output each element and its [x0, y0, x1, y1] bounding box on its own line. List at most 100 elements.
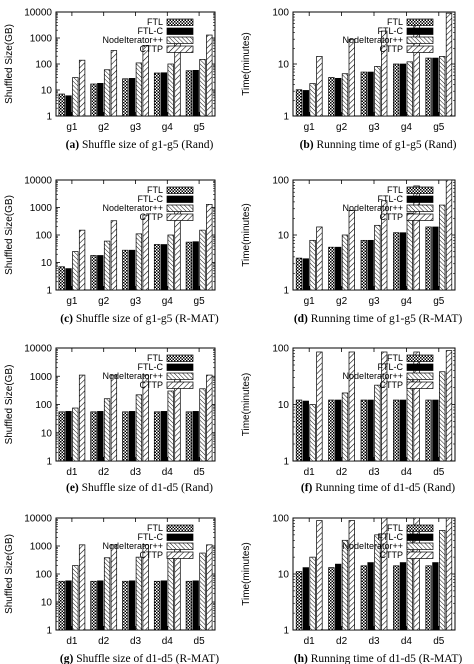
- bar-nodeiterator--d3: [374, 384, 381, 462]
- legend-label: FTL: [147, 17, 163, 27]
- y-tick-label: 100: [272, 176, 289, 187]
- chart-panel-f: 1 10 100 Time(minutes) d1 d2 d3 d4 d5 FTLFTL-CNod…: [241, 344, 456, 494]
- y-tick-label: 100: [35, 60, 52, 71]
- legend-swatch: [166, 213, 194, 221]
- bar-nodeiterator--g2: [341, 234, 349, 291]
- y-tick-label: 10: [278, 231, 290, 242]
- bar-cttp-g5: [206, 204, 213, 291]
- legend-label: FTL: [387, 353, 403, 363]
- bar-ftl-c-g2: [335, 246, 342, 291]
- bar-cttp-g2: [110, 50, 118, 117]
- bar-nodeiterator--d2: [341, 539, 349, 631]
- legend-label: CTTP: [140, 550, 164, 560]
- bar-cttp-d1: [78, 544, 86, 631]
- legend-swatch: [166, 524, 194, 532]
- panel-caption-text: Running time of g1-g5 (R-MAT): [311, 313, 463, 325]
- x-tick-label: d3: [368, 636, 380, 647]
- bar-ftl-c-d3: [128, 411, 136, 462]
- bar-nodeiterator--d2: [103, 398, 111, 462]
- bar-ftl-c-d1: [65, 411, 72, 462]
- x-tick-label: d4: [162, 636, 174, 647]
- bar-nodeiterator--d1: [309, 556, 316, 631]
- legend-label: FTL-C: [138, 362, 164, 372]
- bar-ftl-g4: [393, 63, 400, 117]
- bar-ftl-g1: [58, 266, 65, 291]
- y-tick-label: 10: [278, 60, 290, 71]
- x-tick-label: d2: [336, 636, 348, 647]
- bar-ftl-c-d1: [65, 580, 72, 631]
- legend-swatch: [166, 45, 194, 53]
- legend-swatch: [406, 186, 434, 194]
- legend-label: CTTP: [380, 212, 404, 222]
- bar-cttp-d3: [142, 544, 149, 631]
- chart-panel-c: 1 10 100 1000 10000 Shuffled Size(GB) g1 g2 g3 g4…: [4, 176, 219, 326]
- bar-nodeiterator--g3: [135, 62, 143, 117]
- y-tick-label: 10: [278, 570, 290, 581]
- y-axis-label: Time(minutes): [241, 203, 252, 267]
- bar-ftl-c-d3: [128, 580, 136, 631]
- panel-caption-text: Shuffle size of d1-d5 (Rand): [82, 482, 214, 494]
- x-tick-label: d1: [66, 467, 78, 478]
- bar-ftl-d2: [90, 411, 97, 462]
- bar-ftl-c-d2: [97, 580, 104, 631]
- y-tick-label: 10000: [24, 514, 52, 525]
- bar-ftl-c-g2: [97, 83, 104, 117]
- x-tick-label: g3: [130, 296, 142, 307]
- legend-label: CTTP: [140, 380, 164, 390]
- legend-swatch: [166, 36, 194, 44]
- y-tick-label: 1: [46, 626, 52, 637]
- bar-nodeiterator--d5: [199, 388, 206, 462]
- legend-swatch: [406, 542, 434, 550]
- bar-ftl-d1: [58, 580, 65, 631]
- bar-nodeiterator--g5: [199, 229, 206, 291]
- legend-label: FTL-C: [378, 532, 404, 542]
- bar-ftl-g2: [90, 255, 97, 291]
- bar-cttp-d1: [316, 351, 323, 462]
- bar-nodeiterator--g1: [309, 239, 316, 291]
- y-axis-label: Shuffled Size(GB): [4, 534, 15, 614]
- x-tick-label: d4: [162, 467, 174, 478]
- bar-ftl-g3: [360, 239, 367, 291]
- panel-caption-letter: (h): [294, 653, 311, 664]
- panel-caption-text: Running time of d1-d5 (R-MAT): [311, 653, 463, 664]
- bar-ftl-g3: [122, 249, 129, 291]
- bar-ftl-d4: [153, 411, 161, 462]
- bar-ftl-g4: [393, 232, 400, 291]
- x-tick-label: g5: [194, 296, 206, 307]
- bar-ftl-c-g3: [128, 249, 136, 291]
- x-tick-label: g4: [162, 122, 174, 133]
- x-tick-label: g1: [304, 122, 316, 133]
- x-tick-label: d2: [98, 636, 110, 647]
- x-tick-label: d5: [194, 636, 206, 647]
- legend-label: NodeIterator++: [102, 541, 163, 551]
- bar-ftl-d3: [360, 399, 367, 462]
- panel-caption-letter: (a): [66, 139, 82, 151]
- bar-cttp-d5: [445, 517, 453, 631]
- bar-ftl-g2: [328, 77, 335, 117]
- x-tick-label: g3: [368, 122, 380, 133]
- y-tick-label: 1: [283, 626, 289, 637]
- y-tick-label: 10000: [24, 344, 52, 355]
- legend-swatch: [406, 524, 434, 532]
- y-tick-label: 1000: [30, 34, 53, 45]
- legend-label: NodeIterator++: [102, 203, 163, 213]
- x-tick-label: g4: [162, 296, 174, 307]
- legend-swatch: [166, 186, 194, 194]
- bar-cttp-g5: [445, 179, 453, 291]
- x-tick-label: d2: [98, 467, 110, 478]
- legend-swatch: [406, 363, 434, 371]
- bar-cttp-g3: [142, 45, 149, 117]
- y-tick-label: 1: [46, 286, 52, 297]
- panel-caption-letter: (f): [301, 482, 315, 494]
- bar-cttp-d4: [413, 517, 420, 631]
- y-tick-label: 100: [272, 344, 289, 355]
- y-axis-label: Time(minutes): [241, 32, 252, 96]
- bar-nodeiterator--d5: [439, 371, 446, 462]
- bar-nodeiterator--g4: [167, 63, 174, 117]
- chart-panel-e: 1 10 100 1000 10000 Shuffled Size(GB) d1 d2 d3 d4…: [4, 344, 216, 494]
- panel-caption-text: Shuffle size of g1-g5 (Rand): [82, 139, 214, 151]
- panel-caption: (e) Shuffle size of d1-d5 (Rand): [66, 482, 213, 494]
- legend-label: FTL: [387, 523, 403, 533]
- x-tick-label: g5: [433, 296, 445, 307]
- legend-label: FTL-C: [138, 26, 164, 36]
